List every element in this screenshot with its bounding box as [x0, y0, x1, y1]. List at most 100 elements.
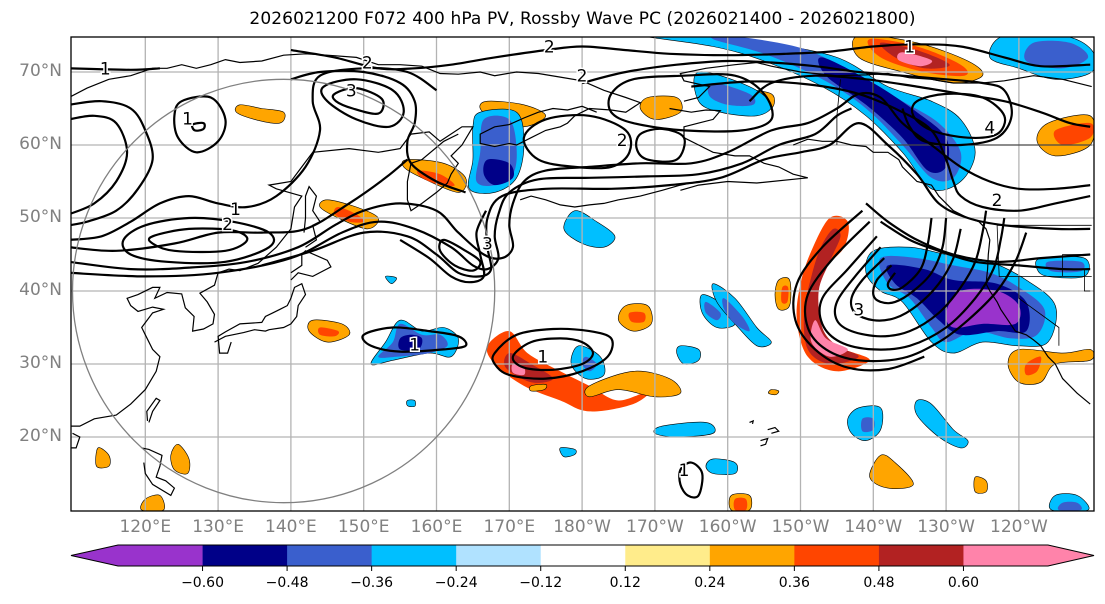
colorbar-tick-label: −0.36	[350, 575, 394, 591]
pv-contour-line	[691, 80, 1091, 212]
shading-blob	[385, 275, 397, 284]
longitude-tick-label: 150°E	[337, 517, 390, 537]
pv-contour-line	[678, 461, 704, 499]
shading-blob	[529, 383, 548, 392]
coastline	[760, 437, 769, 447]
colorbar-tick-label: 0.12	[609, 575, 641, 591]
coastline	[214, 282, 307, 354]
pv-contour-line	[71, 67, 160, 71]
shading-blob	[707, 82, 756, 107]
shading-blob	[483, 158, 515, 186]
colorbar-tick-label: 0.48	[863, 575, 895, 591]
longitude-tick-label: 120°W	[990, 517, 1048, 537]
longitude-tick-label: 130°W	[917, 517, 975, 537]
latitude-tick-label: 40°N	[19, 280, 62, 300]
pv-contour-line	[886, 217, 933, 292]
pv-contour-line	[71, 67, 438, 241]
shading-blob	[711, 283, 772, 348]
colorbar-tick-label: −0.12	[519, 575, 563, 591]
shading-blob	[914, 399, 969, 449]
pv-contour-line	[191, 121, 206, 132]
colorbar-tick-label: 0.36	[778, 575, 810, 591]
pv-contour-line	[491, 327, 614, 380]
pv-contour-line	[261, 121, 1091, 278]
pv-contour-line	[331, 86, 385, 116]
coastline	[669, 107, 808, 191]
pv-contour-line	[865, 202, 1091, 263]
political-border	[1018, 276, 1060, 346]
latitude-tick-label: 70°N	[19, 61, 62, 81]
shading-blob	[398, 334, 423, 351]
contour-label: 3	[853, 300, 864, 320]
colorbar-outline	[70, 544, 1095, 567]
contour-label: 1	[537, 348, 548, 368]
shading-blob	[563, 210, 616, 248]
colorbar	[70, 544, 1095, 571]
coastline	[71, 126, 474, 427]
pv-contour-line	[438, 238, 482, 272]
pv-contour-line	[173, 95, 227, 154]
shading-blob	[704, 301, 721, 321]
shading-blob	[1024, 40, 1089, 69]
coastline	[71, 432, 81, 449]
pv-contour-line	[818, 217, 1006, 351]
shading-blob	[1045, 260, 1085, 273]
pv-contour-line	[581, 59, 1013, 147]
shading-blob	[406, 399, 416, 408]
range-circle	[71, 78, 496, 504]
shading-blob	[559, 447, 577, 458]
longitude-tick-label: 170°W	[626, 517, 684, 537]
shading-blob	[705, 458, 738, 475]
colorbar-segment	[287, 545, 373, 566]
shading-blob	[818, 57, 950, 174]
pv-contour-line	[607, 73, 774, 133]
longitude-tick-label: 150°W	[771, 517, 830, 537]
pv-contour-line	[792, 209, 925, 372]
shading-blob	[234, 104, 286, 124]
chart-title: 2026021200 F072 400 hPa PV, Rossby Wave …	[249, 9, 916, 29]
shading-blob	[1053, 122, 1094, 146]
pv-contour-line	[320, 78, 405, 129]
colorbar-segment	[709, 545, 795, 566]
colorbar-extend-min	[71, 545, 203, 566]
shading-blob	[1057, 501, 1082, 511]
coastline	[767, 426, 780, 434]
coastline	[749, 419, 755, 425]
pv-contour-line	[147, 227, 249, 254]
pv-contour-line	[872, 217, 948, 305]
longitude-tick-label: 140°E	[265, 517, 317, 537]
contour-label: 1	[182, 110, 193, 130]
longitude-tick-label: 120°E	[119, 517, 172, 537]
contour-label: 1	[904, 37, 915, 57]
shading-blob	[781, 285, 789, 304]
coastline	[290, 250, 332, 281]
shading-blob	[628, 311, 646, 323]
colorbar-segment	[202, 545, 288, 566]
contour-label: 2	[222, 215, 233, 235]
map-frame	[70, 36, 1095, 512]
colorbar-tick-label: 0.60	[947, 575, 980, 591]
pv-contour-line	[121, 216, 276, 265]
pv-contour-line	[849, 228, 962, 322]
shading-blob	[1024, 356, 1042, 376]
shading-blob	[1007, 348, 1094, 385]
pv-contour-line	[71, 114, 129, 215]
shading-blob	[861, 417, 875, 433]
shading-blob	[897, 52, 933, 67]
colorbar-segment	[794, 545, 880, 566]
longitude-tick-label: 160°E	[410, 517, 463, 537]
shading-blob	[733, 497, 748, 511]
pv-contour-line	[361, 326, 468, 353]
colorbar-segment	[371, 545, 457, 566]
shading-blob	[170, 443, 191, 475]
shading-blob	[945, 288, 1021, 328]
pv-contour-line	[71, 91, 1091, 271]
longitude-tick-label: 180°W	[553, 517, 611, 537]
shading-blob	[768, 389, 780, 396]
contour-label: 2	[577, 67, 588, 87]
graticule	[71, 37, 1094, 511]
colorbar-tick-label: −0.48	[265, 575, 309, 591]
contour-label: 2	[544, 37, 555, 57]
shading-blob	[653, 421, 716, 438]
